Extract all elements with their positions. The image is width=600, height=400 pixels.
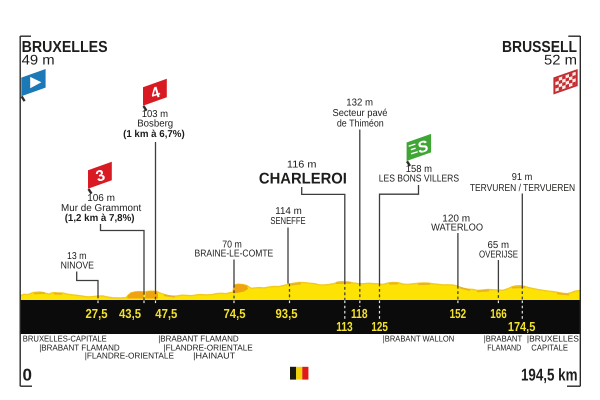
- svg-text:52 m: 52 m: [544, 51, 577, 67]
- svg-text:CAPITALE: CAPITALE: [531, 343, 568, 353]
- svg-text:27,5: 27,5: [86, 306, 108, 321]
- svg-text:132 m: 132 m: [346, 98, 373, 109]
- svg-text:118: 118: [351, 306, 368, 321]
- svg-text:BRUXELLES: BRUXELLES: [22, 39, 108, 56]
- svg-text:|FLANDRE-ORIENTALE: |FLANDRE-ORIENTALE: [164, 343, 254, 353]
- svg-text:113: 113: [336, 319, 353, 334]
- svg-text:152: 152: [450, 306, 467, 321]
- svg-text:65 m: 65 m: [488, 240, 510, 251]
- svg-text:OVERIJSE: OVERIJSE: [479, 249, 518, 260]
- svg-text:|BRABANT FLAMAND: |BRABANT FLAMAND: [158, 333, 239, 343]
- svg-text:91 m: 91 m: [512, 172, 533, 183]
- svg-text:103 m: 103 m: [142, 109, 168, 120]
- svg-text:(1,2 km à 7,8%): (1,2 km à 7,8%): [65, 213, 135, 224]
- svg-text:116 m: 116 m: [287, 159, 317, 170]
- svg-text:TERVUREN / TERVUEREN: TERVUREN / TERVUEREN: [470, 183, 575, 194]
- svg-text:158 m: 158 m: [406, 164, 432, 175]
- svg-text:|BRABANT WALLON: |BRABANT WALLON: [383, 333, 455, 343]
- svg-text:|BRUXELLES: |BRUXELLES: [527, 333, 579, 343]
- svg-text:106 m: 106 m: [87, 193, 115, 204]
- svg-text:166: 166: [490, 306, 507, 321]
- svg-text:114 m: 114 m: [275, 206, 302, 217]
- svg-text:Bosberg: Bosberg: [137, 119, 173, 130]
- svg-text:S: S: [415, 138, 430, 157]
- svg-text:|BRABANT: |BRABANT: [484, 333, 523, 343]
- svg-text:|HAINAUT: |HAINAUT: [193, 351, 235, 361]
- svg-text:120 m: 120 m: [442, 213, 470, 224]
- svg-text:194,5 km: 194,5 km: [521, 366, 578, 385]
- svg-text:43,5: 43,5: [119, 306, 141, 321]
- svg-text:CHARLEROI: CHARLEROI: [259, 170, 347, 187]
- svg-text:|BRABANT FLAMAND: |BRABANT FLAMAND: [39, 343, 120, 353]
- svg-text:de Thiméon: de Thiméon: [337, 119, 384, 130]
- svg-text:0: 0: [23, 366, 32, 385]
- svg-text:SENEFFE: SENEFFE: [270, 216, 306, 227]
- svg-text:BRAINE-LE-COMTE: BRAINE-LE-COMTE: [195, 248, 274, 259]
- svg-text:FLAMAND: FLAMAND: [487, 343, 521, 353]
- svg-text:LES BONS VILLERS: LES BONS VILLERS: [379, 174, 460, 185]
- svg-text:125: 125: [371, 319, 388, 334]
- svg-text:BRUSSELL: BRUSSELL: [502, 39, 577, 56]
- svg-text:47,5: 47,5: [155, 306, 177, 321]
- svg-text:93,5: 93,5: [276, 306, 298, 321]
- svg-text:NINOVE: NINOVE: [61, 260, 95, 271]
- svg-text:BRUXELLES-CAPITALE: BRUXELLES-CAPITALE: [23, 333, 107, 343]
- svg-text:70 m: 70 m: [222, 239, 242, 250]
- svg-text:Secteur pavé: Secteur pavé: [333, 108, 388, 119]
- svg-text:|FLANDRE-ORIENTALE: |FLANDRE-ORIENTALE: [85, 351, 175, 361]
- svg-text:174,5: 174,5: [508, 319, 536, 334]
- svg-text:13 m: 13 m: [67, 251, 87, 262]
- svg-text:Mur de Grammont: Mur de Grammont: [61, 203, 141, 214]
- svg-text:49 m: 49 m: [22, 51, 55, 67]
- svg-text:(1 km à 6,7%): (1 km à 6,7%): [123, 129, 185, 140]
- svg-text:74,5: 74,5: [224, 306, 246, 321]
- svg-text:WATERLOO: WATERLOO: [431, 222, 483, 233]
